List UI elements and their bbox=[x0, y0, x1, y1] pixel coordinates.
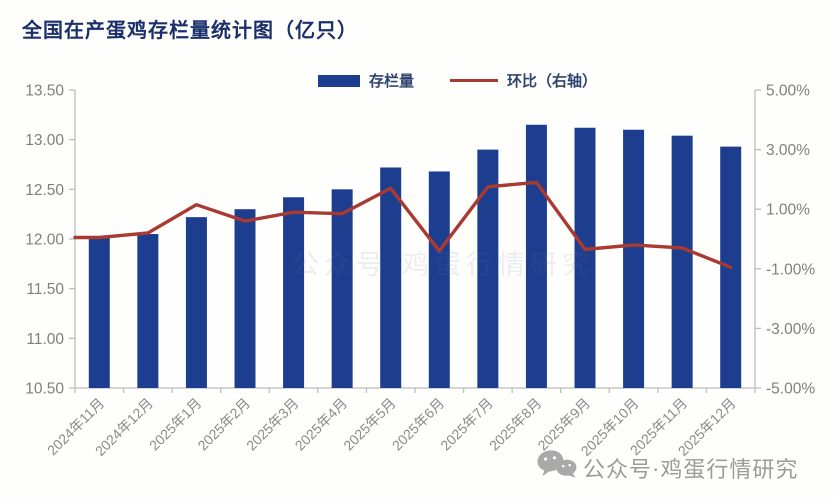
line-series-label: 环比（右轴） bbox=[507, 74, 598, 90]
right-axis-label: 3.00% bbox=[766, 142, 810, 159]
legend-item-mom-change: 环比（右轴） bbox=[450, 70, 597, 91]
right-axis-label: 1.00% bbox=[766, 202, 810, 219]
wechat-icon bbox=[536, 447, 578, 488]
bar-series-swatch bbox=[318, 74, 360, 87]
chart-title: 全国在产蛋鸡存栏量统计图（亿只） bbox=[22, 20, 358, 42]
bar-2025年8月 bbox=[525, 124, 547, 389]
left-axis-label: 13.00 bbox=[25, 132, 64, 149]
left-axis-label: 11.50 bbox=[26, 281, 64, 298]
bar-2025年10月 bbox=[623, 129, 645, 388]
left-axis-label: 12.50 bbox=[25, 182, 64, 199]
right-axis-label: 5.00% bbox=[766, 83, 810, 100]
left-axis-label: 10.50 bbox=[25, 381, 64, 398]
bar-2025年7月 bbox=[477, 149, 499, 388]
bar-series-label: 存栏量 bbox=[369, 74, 415, 90]
bar-2025年5月 bbox=[380, 167, 402, 388]
bar-2025年11月 bbox=[671, 135, 693, 388]
bar-2025年9月 bbox=[574, 127, 596, 388]
bar-2025年2月 bbox=[234, 209, 256, 388]
right-axis-label: -1.00% bbox=[766, 261, 815, 278]
bar-2025年1月 bbox=[185, 217, 207, 388]
right-axis-label: -3.00% bbox=[766, 321, 815, 338]
bar-2025年6月 bbox=[428, 171, 450, 388]
legend-item-inventory: 存栏量 bbox=[318, 70, 414, 91]
bar-2025年3月 bbox=[283, 197, 305, 388]
bottom-watermark-text: 公众号·鸡蛋行情研究 bbox=[583, 456, 799, 482]
left-axis-label: 13.50 bbox=[25, 83, 64, 100]
left-axis-label: 12.00 bbox=[25, 232, 64, 249]
right-axis-label: -5.00% bbox=[766, 381, 815, 398]
mom-change-line bbox=[73, 180, 733, 269]
bar-2024年11月 bbox=[88, 237, 110, 388]
bar-2025年4月 bbox=[331, 189, 353, 388]
bar-2024年12月 bbox=[137, 234, 159, 388]
left-axis-label: 11.00 bbox=[26, 331, 64, 348]
bottom-watermark: 公众号·鸡蛋行情研究 bbox=[536, 447, 798, 488]
line-series-swatch bbox=[450, 78, 499, 83]
legend: 存栏量 环比（右轴） bbox=[318, 70, 597, 91]
